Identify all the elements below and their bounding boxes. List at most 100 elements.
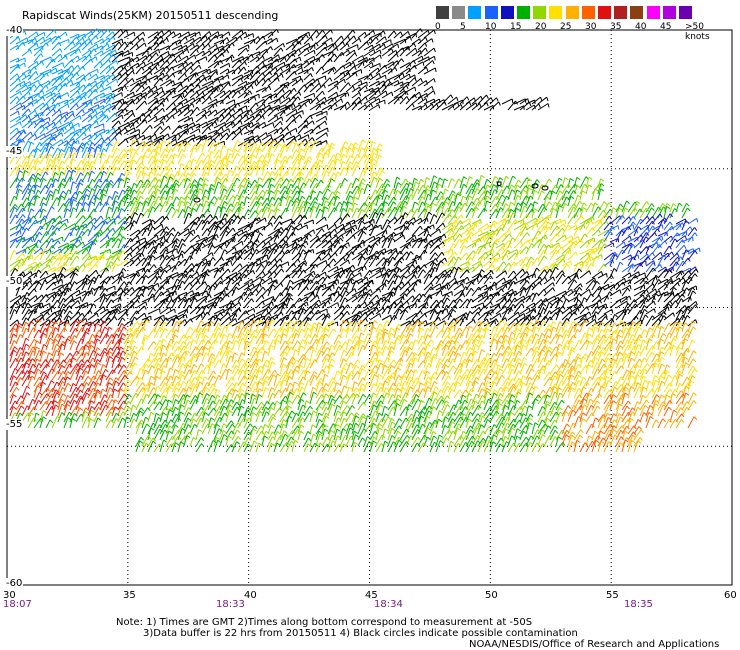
wind-barb-tick (378, 148, 382, 152)
wind-barb (201, 50, 211, 57)
wind-barb (333, 65, 344, 75)
wind-barb-tick (70, 80, 74, 85)
legend-tick-label: 40 (635, 22, 647, 32)
wind-barb (99, 148, 104, 159)
wind-barb (357, 41, 368, 51)
wind-barb-tick (68, 169, 73, 174)
wind-barb (621, 216, 630, 225)
wind-barb (75, 109, 83, 117)
wind-barb-tick (72, 113, 76, 118)
wind-barb-tick (240, 206, 245, 210)
wind-barb-tick (186, 165, 191, 169)
wind-barb-tick (425, 202, 430, 206)
wind-barb-tick (166, 226, 170, 231)
wind-barb (501, 213, 510, 225)
wind-barb (249, 51, 260, 57)
wind-barb (159, 37, 168, 45)
wind-barb-tick (35, 71, 39, 76)
wind-barb-tick (552, 207, 557, 212)
wind-barb (339, 43, 348, 51)
wind-barb-tick (247, 155, 252, 159)
wind-barb-tick (300, 223, 303, 228)
wind-barb (63, 121, 72, 129)
wind-barb (513, 105, 525, 111)
wind-barb (9, 57, 19, 63)
wind-barb (297, 142, 302, 153)
wind-barb-tick (354, 146, 359, 150)
wind-barb-tick (175, 139, 178, 144)
wind-barb (111, 73, 121, 81)
wind-barb-tick (67, 103, 70, 108)
wind-barb-tick (194, 179, 198, 184)
wind-barb-tick (347, 43, 350, 48)
wind-barb-tick (173, 90, 176, 95)
wind-barb (39, 154, 47, 165)
wind-barb (99, 37, 109, 45)
wind-barb-tick (29, 74, 32, 79)
wind-barb-tick (85, 194, 90, 198)
wind-barb-tick (536, 223, 539, 228)
wind-barb-tick (231, 54, 235, 59)
wind-barb-tick (288, 68, 291, 73)
wind-barb (123, 51, 133, 57)
wind-barb (351, 37, 360, 45)
wind-barb-tick (47, 107, 51, 112)
wind-barb (381, 48, 393, 57)
wind-barb-tick (353, 234, 356, 239)
wind-barb (369, 36, 377, 45)
wind-barb (261, 122, 274, 129)
wind-barb-tick (298, 48, 301, 53)
wind-barb-tick (222, 184, 227, 189)
wind-barb (147, 52, 157, 63)
legend-tick-label: 15 (510, 22, 522, 32)
wind-barb (147, 100, 158, 111)
wind-barb-tick (113, 74, 116, 79)
wind-barb-tick (276, 189, 281, 194)
wind-barb (243, 196, 247, 207)
wind-barb (285, 71, 295, 81)
wind-barb-tick (210, 187, 215, 191)
wind-barb-tick (79, 182, 84, 186)
wind-barb-tick (494, 176, 499, 180)
wind-barb-tick (174, 188, 179, 192)
wind-barb (69, 158, 73, 171)
wind-barb-tick (107, 108, 111, 113)
wind-barb-tick (57, 240, 61, 245)
wind-barb-tick (82, 142, 86, 147)
wind-barb (93, 84, 103, 93)
wind-barb-tick (646, 201, 650, 205)
wind-barb (135, 75, 147, 81)
wind-barb-tick (306, 120, 309, 125)
wind-barb (171, 69, 182, 75)
wind-barb (207, 31, 219, 39)
wind-barb-tick (110, 179, 114, 184)
wind-barb (81, 161, 88, 171)
wind-barb (153, 159, 158, 171)
wind-barb-tick (16, 96, 20, 101)
wind-barb-tick (336, 92, 339, 97)
wind-barb-tick (439, 205, 444, 210)
wind-barb (231, 165, 237, 177)
wind-barb (447, 251, 456, 261)
wind-barb-tick (486, 190, 491, 194)
wind-barb-tick (93, 224, 97, 229)
wind-barb-tick (282, 134, 285, 139)
wind-barb (153, 115, 165, 123)
wind-barb (429, 228, 440, 237)
wind-barb-tick (307, 159, 312, 163)
wind-barb-tick (564, 177, 569, 181)
wind-barb-tick (132, 100, 135, 105)
wind-barb-tick (302, 110, 304, 115)
wind-barb-tick (262, 77, 266, 82)
wind-barb (33, 154, 41, 165)
wind-barb-tick (31, 102, 34, 107)
wind-barb-tick (409, 36, 412, 41)
wind-barb-tick (140, 212, 145, 217)
wind-barb-tick (242, 155, 246, 160)
wind-barb (69, 48, 80, 57)
wind-barb-tick (49, 153, 53, 158)
wind-barb (135, 95, 145, 105)
wind-barb-tick (114, 190, 119, 195)
wind-barb-tick (439, 177, 444, 181)
wind-barb-tick (239, 131, 243, 136)
